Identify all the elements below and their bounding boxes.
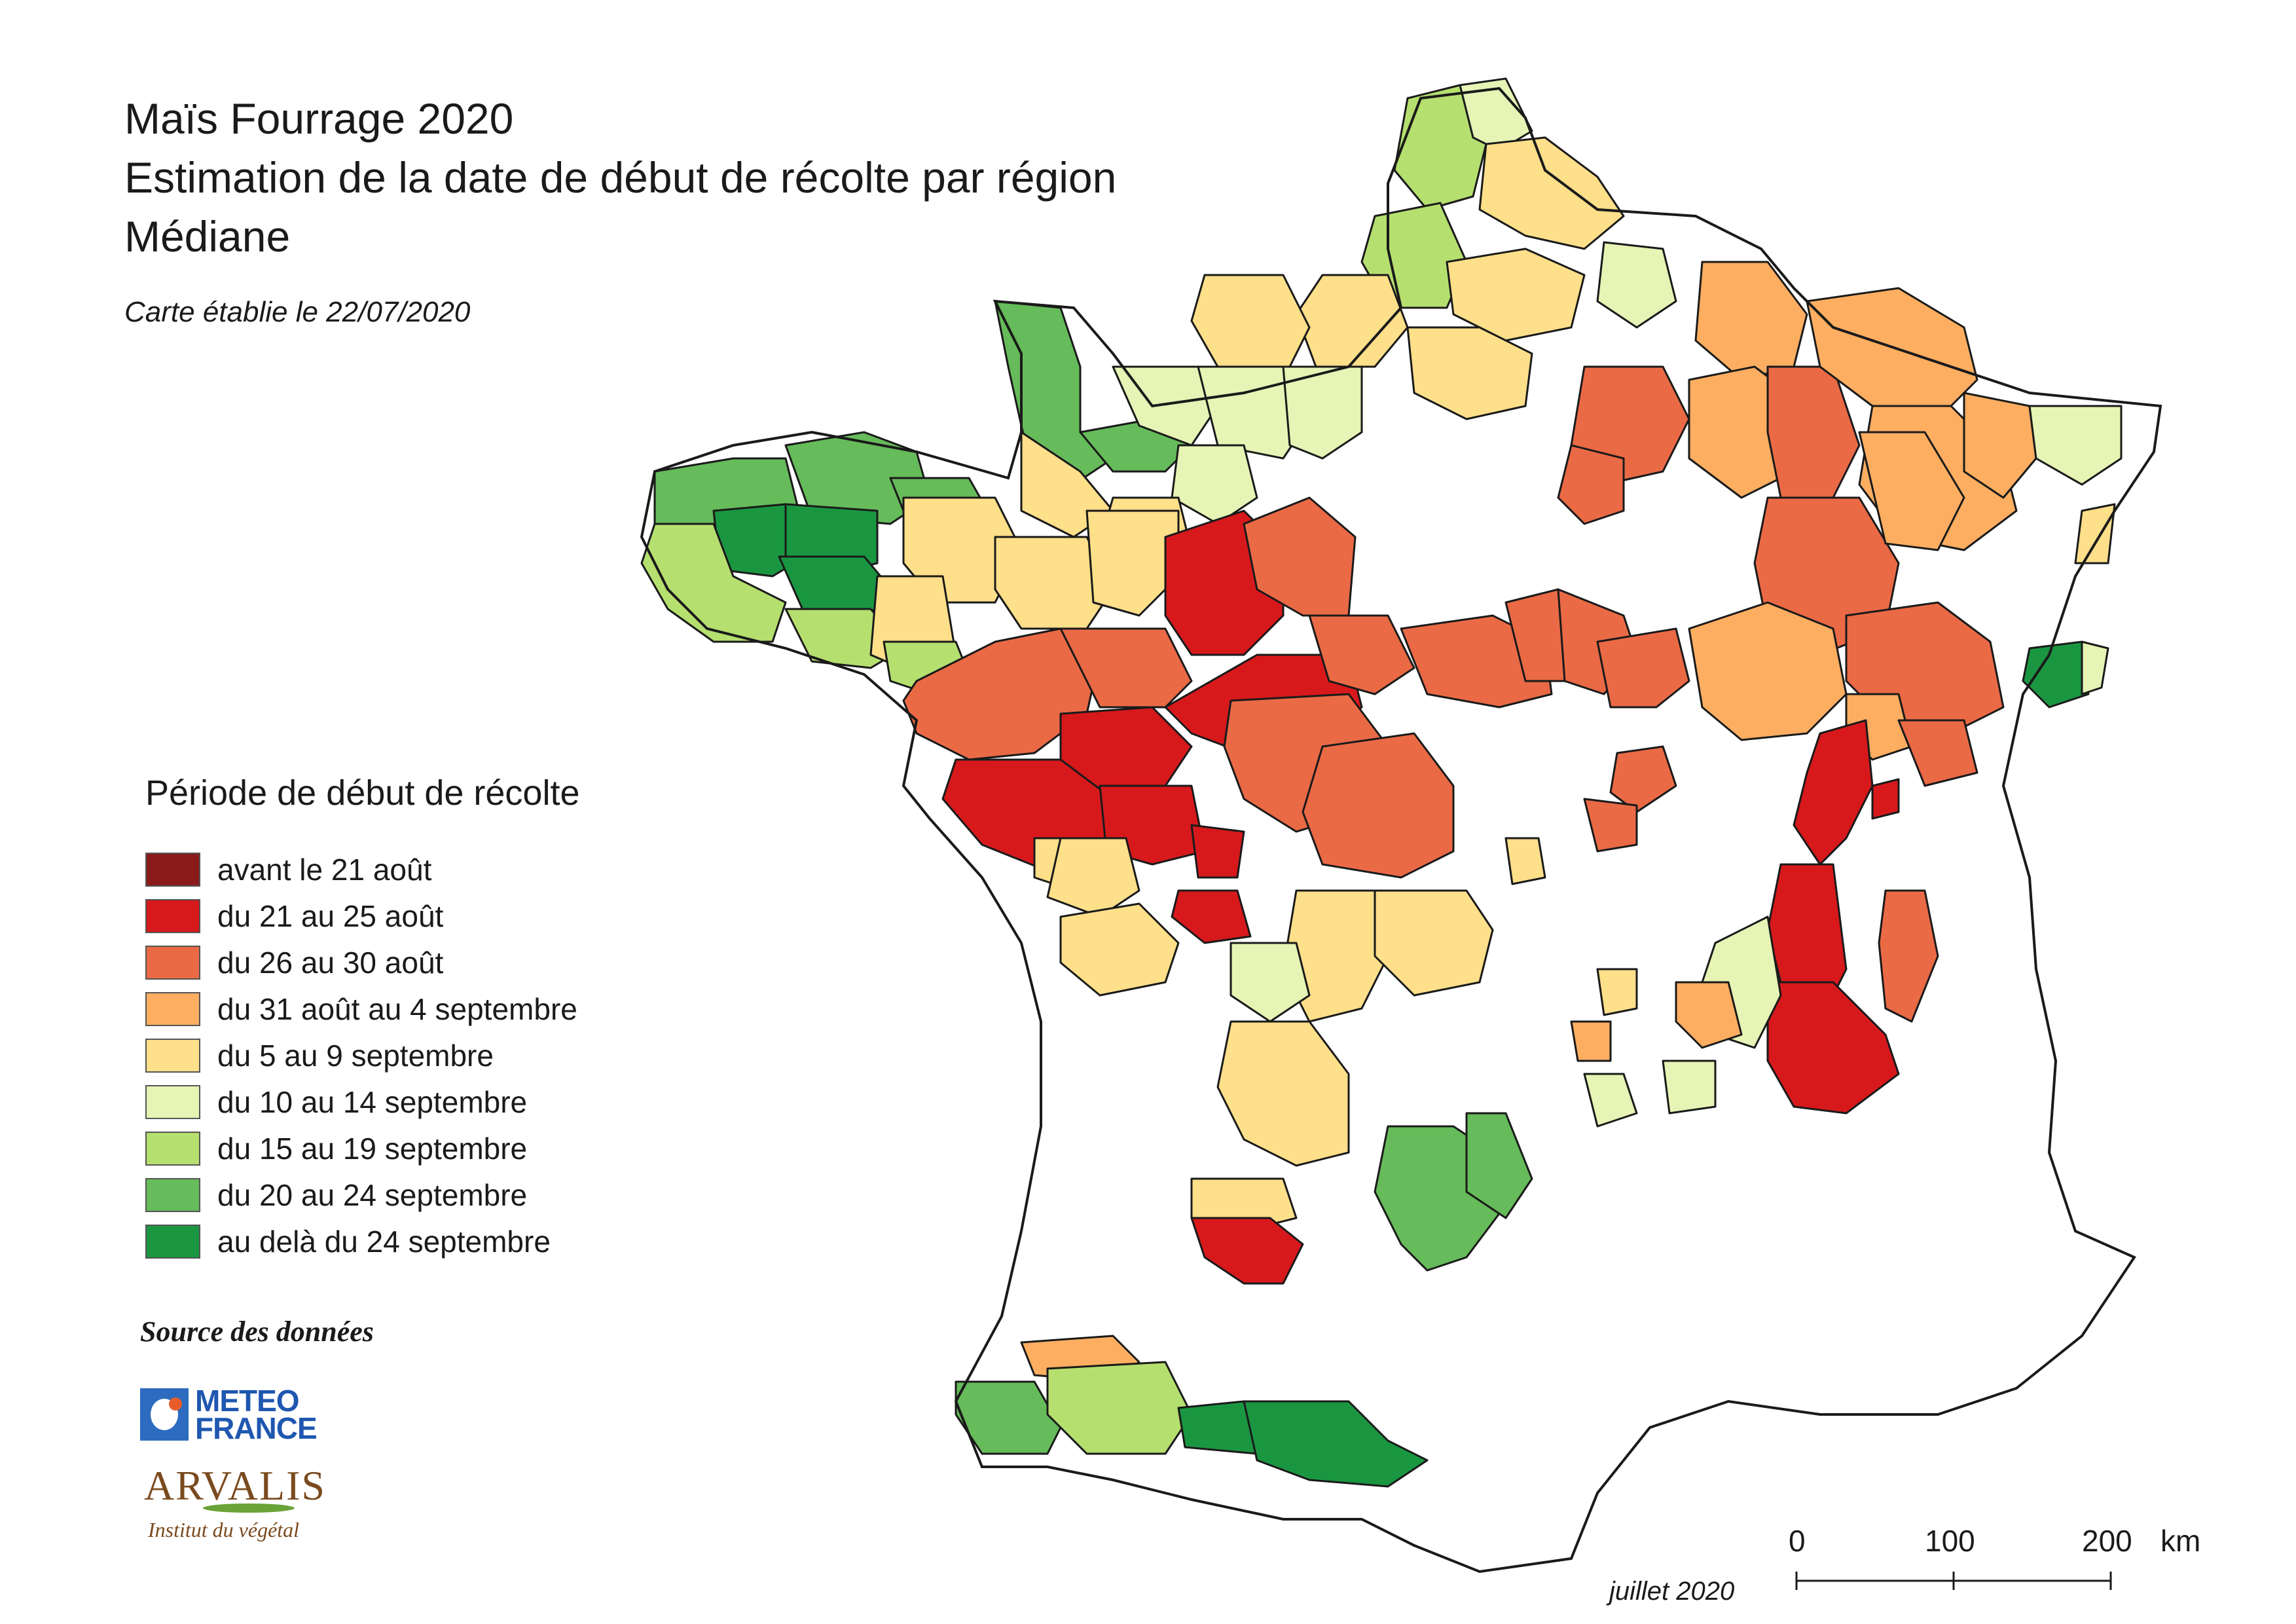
legend-swatch [145, 992, 200, 1026]
map-region [1871, 778, 1900, 820]
legend-label: du 15 au 19 septembre [217, 1132, 528, 1166]
map-region [1806, 287, 1978, 420]
legend-label: du 21 au 25 août [217, 899, 444, 933]
map-region [1046, 1361, 1193, 1455]
legend-label: du 20 au 24 septembre [217, 1178, 528, 1212]
legend-label: du 10 au 14 septembre [217, 1085, 528, 1119]
legend-swatch [145, 1039, 200, 1073]
map-region [1675, 981, 1743, 1049]
legend-item: du 5 au 9 septembre [145, 1037, 494, 1074]
map-region [1583, 1073, 1638, 1128]
map-region [1583, 798, 1638, 853]
map-region [1085, 509, 1180, 617]
map-region [1688, 601, 1848, 741]
legend-item: du 10 au 14 septembre [145, 1084, 527, 1120]
legend-item: du 20 au 24 septembre [145, 1177, 527, 1213]
legend-label: au delà du 24 septembre [217, 1225, 551, 1259]
map-region [2074, 503, 2116, 564]
map-region [1878, 889, 1939, 1023]
map-region [1662, 1060, 1717, 1115]
legend-label: du 31 août au 4 septembre [217, 992, 577, 1026]
map-region [955, 1380, 1062, 1455]
map-region [1302, 732, 1455, 879]
legend-item: au delà du 24 septembre [145, 1223, 551, 1260]
map-region [1190, 274, 1311, 368]
scale-label-100: 100 [1925, 1524, 1975, 1558]
meteo-france-line-2: FRANCE [195, 1411, 318, 1446]
arvalis-tagline: Institut du végétal [148, 1518, 300, 1541]
map-region [1858, 431, 1965, 551]
map-region [1230, 942, 1311, 1023]
scale-unit: km [2160, 1524, 2201, 1558]
map-region [1557, 444, 1625, 525]
legend-swatch [145, 1225, 200, 1259]
map-region [1406, 326, 1533, 420]
map-region [1216, 1020, 1350, 1167]
map-region [1793, 719, 1874, 866]
map-regions [640, 77, 2123, 1488]
meteo-france-line-1: METEO [195, 1384, 300, 1418]
map-region [1171, 889, 1252, 944]
map-region [1570, 1020, 1612, 1062]
map-region [1504, 837, 1546, 885]
map-region [1596, 627, 1690, 709]
legend-swatch [145, 1178, 200, 1212]
legend-label: du 26 au 30 août [217, 946, 444, 980]
map-title-line-2: Estimation de la date de début de récolt… [124, 153, 1117, 202]
map-region [1059, 627, 1193, 709]
map-title-line-1: Maïs Fourrage 2020 [124, 94, 514, 143]
legend-label: avant le 21 août [217, 853, 432, 887]
map-region [1374, 889, 1494, 997]
map-region [2028, 405, 2123, 486]
legend-swatch [145, 1132, 200, 1166]
map-region [1112, 365, 1219, 447]
map-region [1243, 1400, 1429, 1488]
date-note: juillet 2020 [1609, 1577, 1735, 1606]
legend-swatch [145, 853, 200, 887]
map-region [1596, 241, 1677, 329]
map-region [2081, 640, 2109, 695]
map-region [1465, 1112, 1533, 1219]
map-region [1059, 902, 1180, 997]
meteo-france-logo: METEO FRANCE [140, 1384, 318, 1446]
source-label: Source des données [140, 1316, 374, 1348]
map-region [1478, 136, 1625, 250]
arvalis-leaf-icon [203, 1504, 295, 1513]
arvalis-logo-name: ARVALIS [144, 1462, 326, 1509]
meteo-france-mark-icon [140, 1388, 189, 1441]
map-region [1190, 1217, 1304, 1285]
map-region [1694, 261, 1808, 381]
legend-swatch [145, 899, 200, 933]
legend-item: du 15 au 19 septembre [145, 1130, 527, 1167]
legend-swatch [145, 946, 200, 980]
scale-label-0: 0 [1789, 1524, 1806, 1558]
map-region [1446, 248, 1586, 342]
scale-bar [1795, 1572, 2112, 1590]
legend-title: Période de début de récolte [145, 773, 580, 813]
map-subtitle: Carte établie le 22/07/2020 [124, 296, 471, 328]
map-region [1171, 444, 1258, 525]
scale-label-200: 200 [2082, 1524, 2132, 1558]
map-region [1609, 745, 1677, 813]
map-region [1897, 719, 1978, 787]
map-region [1596, 968, 1638, 1016]
map-region [1190, 824, 1245, 879]
map-region [2022, 640, 2090, 709]
legend-swatch [145, 1085, 200, 1119]
legend-item: du 26 au 30 août [145, 944, 443, 981]
france-outline [640, 86, 2162, 1574]
legend-item: du 21 au 25 août [145, 898, 443, 934]
legend-item: du 31 août au 4 septembre [145, 991, 577, 1027]
map-region [1963, 392, 2037, 499]
map-region [1046, 837, 1140, 918]
legend-item: avant le 21 août [145, 851, 431, 888]
legend-label: du 5 au 9 septembre [217, 1039, 494, 1073]
map-title-line-3: Médiane [124, 212, 291, 261]
map-region [1308, 614, 1415, 695]
map-region [1766, 981, 1900, 1115]
map-region [640, 523, 787, 643]
